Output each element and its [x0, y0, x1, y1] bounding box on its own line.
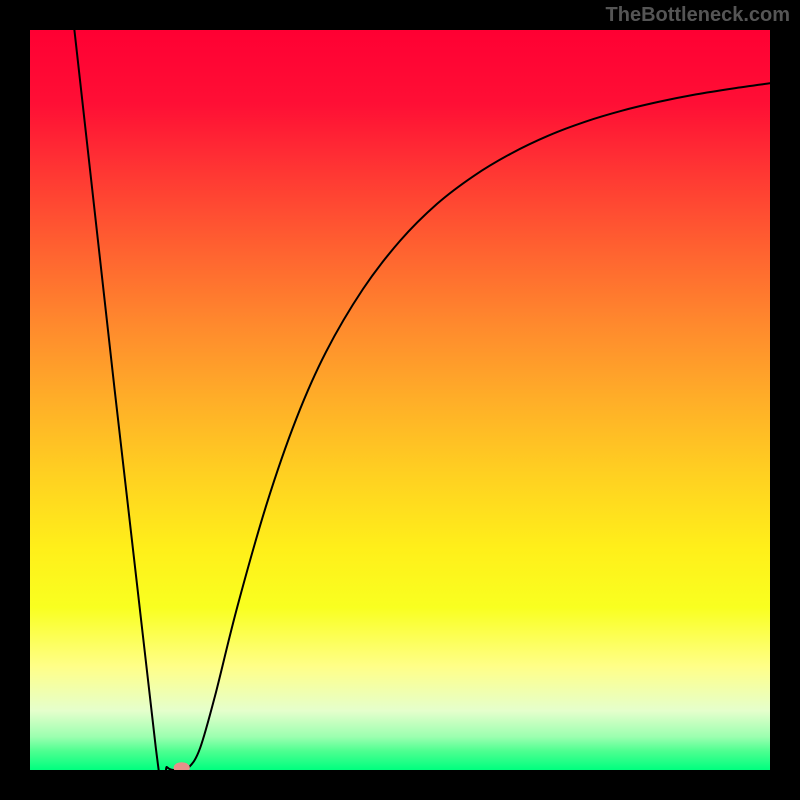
- credit-watermark: TheBottleneck.com: [606, 4, 790, 27]
- gradient-background: [30, 30, 770, 770]
- plot-area: [30, 30, 770, 770]
- chart-svg: [30, 30, 770, 770]
- chart-frame: TheBottleneck.com: [0, 0, 800, 800]
